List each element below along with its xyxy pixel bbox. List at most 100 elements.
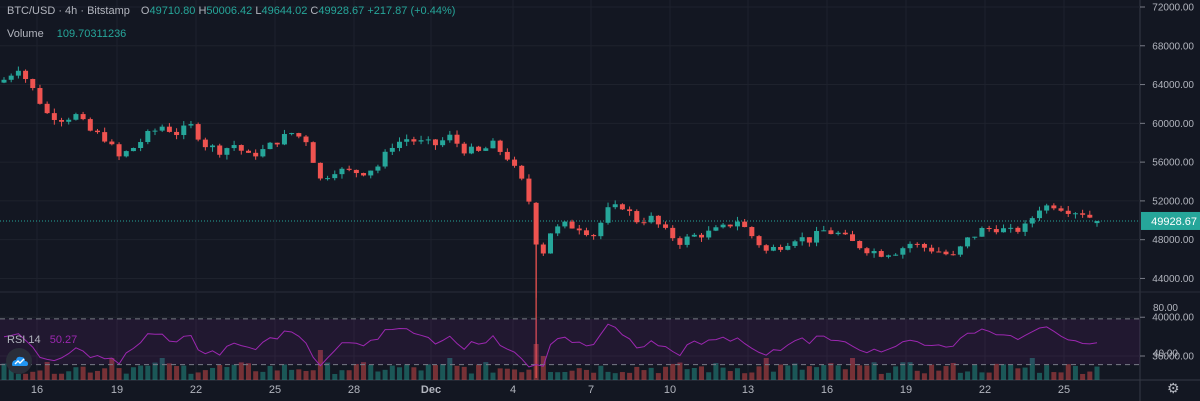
candle-body — [986, 228, 992, 230]
candle-body — [353, 169, 359, 174]
volume-bar — [756, 366, 762, 380]
volume-bar — [799, 369, 805, 380]
volume-bar — [526, 369, 532, 380]
candle-body — [267, 142, 273, 150]
candle-body — [965, 237, 971, 247]
candle-body — [727, 224, 733, 227]
volume-bar — [94, 370, 100, 380]
gear-icon[interactable]: ⚙ — [1167, 380, 1180, 396]
volume-bar — [303, 371, 309, 380]
time-axis[interactable]: 16 19 22 25 28 Dec 4 7 10 13 16 19 22 25 — [31, 384, 1070, 396]
symbol-legend: BTC/USD · 4h · Bitstamp O49710.80 H50006… — [7, 5, 455, 17]
candle-body — [145, 130, 151, 143]
volume-bar — [166, 363, 172, 380]
volume-bar — [699, 366, 705, 380]
volume-bars — [1, 344, 1100, 380]
time-tick-label: 22 — [190, 384, 202, 396]
volume-bar — [612, 373, 618, 380]
volume-bar — [224, 367, 230, 380]
volume-bar — [907, 362, 913, 380]
candle-body — [950, 254, 956, 256]
volume-bar — [1036, 372, 1042, 380]
volume-bar — [936, 370, 942, 380]
volume-bar — [806, 366, 812, 380]
candle-body — [1, 79, 7, 83]
rsi-label: RSI 14 — [7, 334, 41, 346]
candle-body — [770, 246, 776, 251]
candle-body — [325, 178, 331, 180]
candle-body — [684, 236, 690, 245]
price-axis[interactable]: 72000.00 68000.00 64000.00 60000.00 56000.00… — [1140, 3, 1200, 363]
candle-body — [526, 178, 532, 202]
volume-bar — [332, 373, 338, 380]
volume-bar — [66, 371, 72, 380]
volume-bar — [583, 369, 589, 380]
candle-body — [346, 168, 352, 170]
candle-body — [785, 245, 791, 250]
volume-bar — [138, 365, 144, 380]
candle-body — [957, 246, 963, 255]
candle-body — [972, 236, 978, 238]
candle-body — [80, 114, 86, 120]
volume-bar — [950, 362, 956, 380]
volume-bar — [411, 367, 417, 380]
volume-bar — [396, 367, 402, 380]
volume-bar — [713, 363, 719, 380]
candle-body — [591, 235, 597, 237]
price-tick-label: 52000.00 — [1152, 196, 1194, 207]
candle-body — [828, 230, 834, 235]
volume-bar — [814, 367, 820, 380]
volume-bar — [850, 358, 856, 380]
candle-body — [497, 140, 503, 152]
volume-bar — [727, 371, 733, 380]
candle-body — [1058, 208, 1064, 211]
candle-body — [51, 113, 57, 120]
tradingview-cloud-icon[interactable] — [6, 348, 32, 374]
candle-body — [361, 173, 367, 176]
volume-bar — [260, 371, 266, 380]
candle-body — [993, 229, 999, 233]
volume-bar — [80, 366, 86, 380]
candle-body — [504, 151, 510, 160]
rsi-band-fill — [0, 318, 1140, 365]
candle-body — [202, 139, 208, 148]
last-price-label: 49928.67 — [1151, 216, 1197, 228]
candle-body — [814, 230, 820, 243]
volume-bar — [842, 369, 848, 380]
volume-bar — [878, 373, 884, 380]
time-tick-label: 28 — [348, 384, 360, 396]
candle-body — [368, 170, 374, 176]
volume-bar — [102, 368, 108, 380]
volume-bar — [792, 363, 798, 380]
volume-bar — [778, 364, 784, 380]
candle-body — [281, 134, 287, 145]
volume-bar — [893, 366, 899, 380]
candle-body — [87, 119, 93, 131]
candle-body — [929, 247, 935, 252]
time-tick-label: 13 — [742, 384, 754, 396]
volume-bar — [562, 371, 568, 380]
candle-body — [792, 241, 798, 246]
price-tick-label: 60000.00 — [1152, 119, 1194, 130]
candle-body — [548, 233, 553, 254]
price-tick-label: 72000.00 — [1152, 3, 1194, 14]
volume-bar — [404, 364, 410, 380]
volume-bar — [145, 365, 151, 380]
volume-bar — [425, 364, 431, 380]
volume-bar — [742, 373, 748, 380]
volume-bar — [253, 371, 259, 380]
candle-body — [871, 251, 877, 254]
candle-body — [699, 234, 705, 238]
volume-bar — [943, 366, 949, 380]
candle-body — [936, 251, 942, 253]
volume-bar — [1094, 366, 1100, 380]
candle-body — [130, 148, 136, 152]
volume-bar — [929, 364, 935, 380]
volume-bar — [361, 362, 367, 380]
volume-bar — [174, 366, 180, 380]
change-value: +217.87 (+0.44%) — [367, 5, 456, 17]
volume-value: 109.70311236 — [56, 28, 127, 40]
price-pane-bg — [0, 0, 1140, 380]
